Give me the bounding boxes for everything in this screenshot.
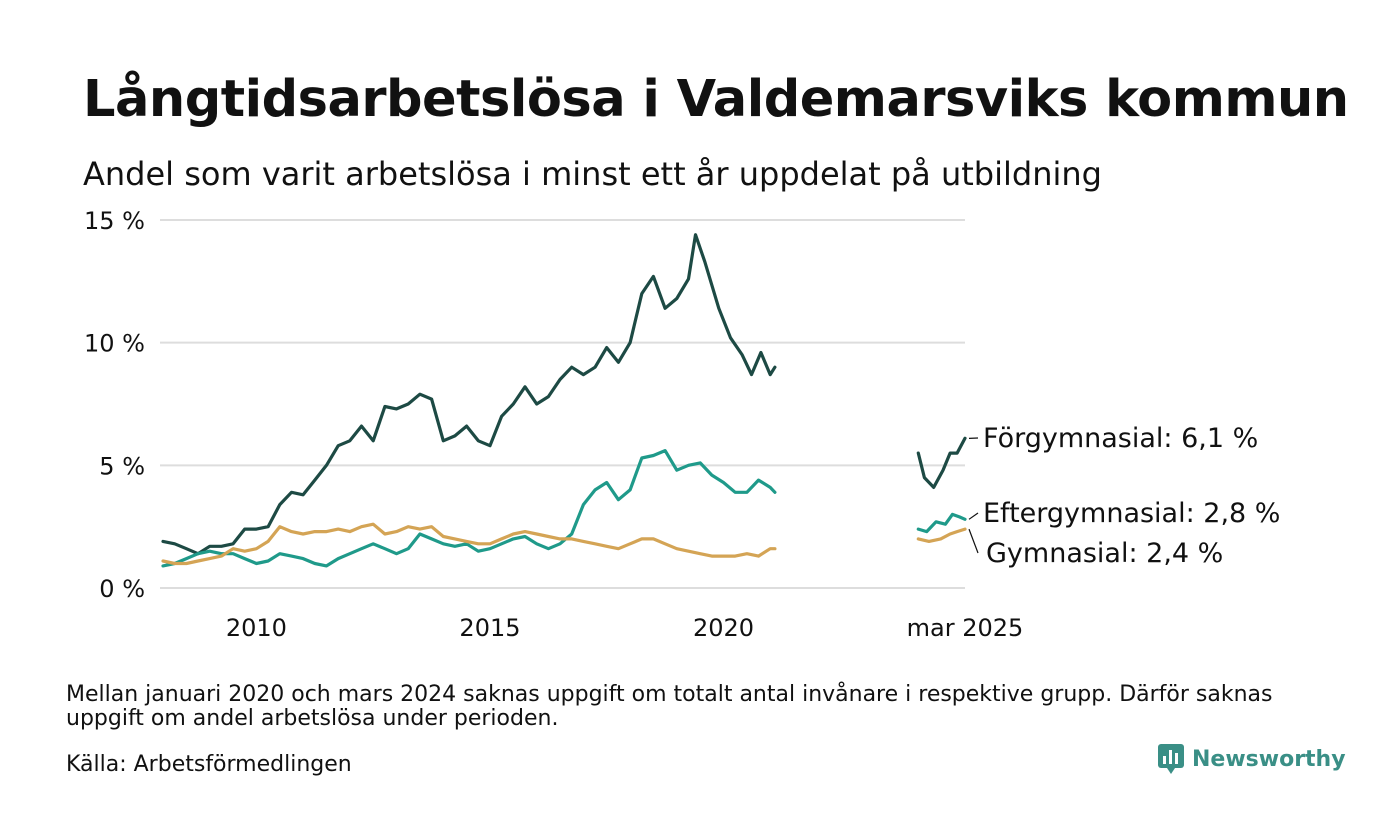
x-tick-label: 2010 — [226, 614, 287, 642]
end-label-connector — [968, 512, 979, 520]
series-line-förgymnasial — [161, 233, 777, 556]
footnote: Mellan januari 2020 och mars 2024 saknas… — [66, 682, 1273, 731]
newsworthy-chart-bubble-icon — [1158, 744, 1184, 774]
series-line-förgymnasial — [916, 436, 967, 489]
source-note: Källa: Arbetsförmedlingen — [66, 752, 352, 777]
series-lines — [161, 233, 967, 568]
end-label-connector — [968, 528, 979, 554]
series-line-gymnasial — [916, 527, 967, 543]
end-label-förgymnasial: Förgymnasial: 6,1 % — [983, 423, 1258, 454]
y-tick-label: 0 % — [99, 575, 145, 603]
chart-subtitle: Andel som varit arbetslösa i minst ett å… — [83, 155, 1102, 193]
end-label-gymnasial: Gymnasial: 2,4 % — [986, 538, 1223, 569]
end-labels: Förgymnasial: 6,1 % Eftergymnasial: 2,8 %… — [968, 423, 1280, 569]
series-line-eftergymnasial — [161, 449, 777, 568]
brand-name: Newsworthy — [1192, 746, 1346, 772]
y-tick-label: 5 % — [99, 452, 145, 480]
gridlines — [160, 219, 965, 589]
x-axis-ticks: 2010 2015 2020 mar 2025 — [226, 614, 1023, 642]
x-tick-label: 2015 — [459, 614, 520, 642]
series-line-eftergymnasial — [916, 512, 967, 534]
x-tick-label: mar 2025 — [907, 614, 1024, 642]
chart-title: Långtidsarbetslösa i Valdemarsviks kommu… — [83, 70, 1349, 129]
y-tick-label: 10 % — [84, 330, 145, 358]
x-tick-label: 2020 — [693, 614, 754, 642]
newsworthy-logo[interactable]: Newsworthy — [1158, 744, 1346, 774]
y-tick-label: 15 % — [84, 207, 145, 235]
series-line-gymnasial — [161, 522, 777, 566]
end-label-eftergymnasial: Eftergymnasial: 2,8 % — [983, 498, 1280, 529]
y-axis-ticks: 0 % 5 % 10 % 15 % — [84, 207, 145, 603]
